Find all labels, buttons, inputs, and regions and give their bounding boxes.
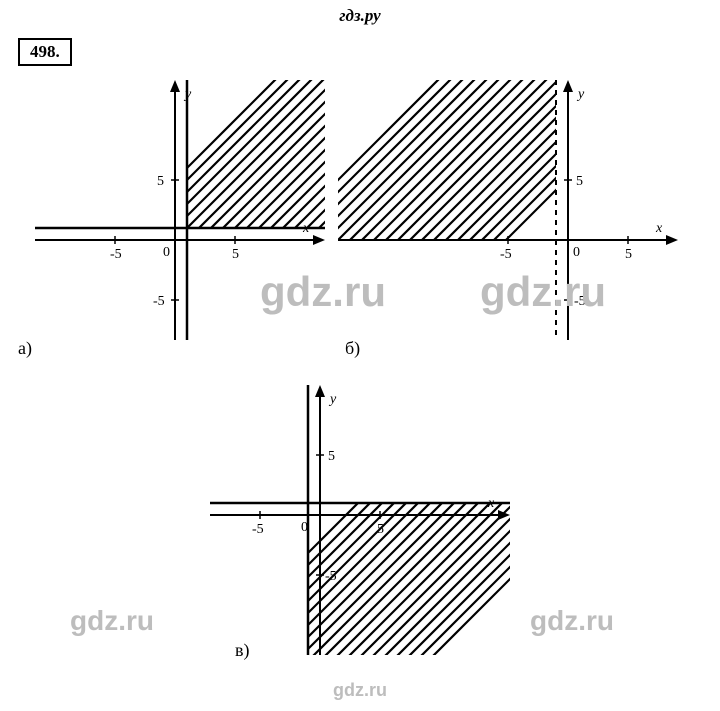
origin-b: 0	[573, 245, 580, 260]
tick-x-neg5: -5	[110, 247, 122, 262]
x-axis-label-a: x	[302, 221, 310, 236]
sublabel-b: б)	[345, 338, 360, 359]
tick-x-5-c: 5	[377, 522, 384, 537]
sublabel-a: а)	[18, 338, 32, 359]
problem-number-box: 498.	[18, 38, 72, 66]
footer-watermark: gdz.ru	[0, 680, 720, 701]
origin-a: 0	[163, 245, 170, 260]
y-axis-label-a: y	[183, 87, 192, 102]
tick-x-5: 5	[232, 247, 239, 262]
tick-y-5-c: 5	[328, 449, 335, 464]
tick-y-5: 5	[157, 174, 164, 189]
x-axis-label-c: x	[487, 496, 495, 511]
tick-y-neg5-c: -5	[325, 569, 337, 584]
y-axis-label-c: y	[328, 392, 337, 407]
tick-x-5-b: 5	[625, 247, 632, 262]
problem-number: 498.	[30, 42, 60, 61]
chart-b: -5 5 5 -5 0 x y	[338, 80, 678, 340]
origin-c: 0	[301, 520, 308, 535]
page-title: гдз.ру	[0, 6, 720, 26]
tick-x-neg5-b: -5	[500, 247, 512, 262]
chart-c: -5 5 5 -5 0 x y	[210, 385, 510, 655]
tick-y-neg5: -5	[153, 294, 165, 309]
watermark-4: gdz.ru	[530, 605, 614, 637]
chart-a: -5 5 5 -5 0 x y	[35, 80, 325, 340]
x-axis-label-b: x	[655, 221, 663, 236]
tick-x-neg5-c: -5	[252, 522, 264, 537]
tick-y-5-b: 5	[576, 174, 583, 189]
y-axis-label-b: y	[576, 87, 585, 102]
tick-y-neg5-b: -5	[574, 294, 586, 309]
sublabel-v: в)	[235, 640, 250, 661]
watermark-3: gdz.ru	[70, 605, 154, 637]
